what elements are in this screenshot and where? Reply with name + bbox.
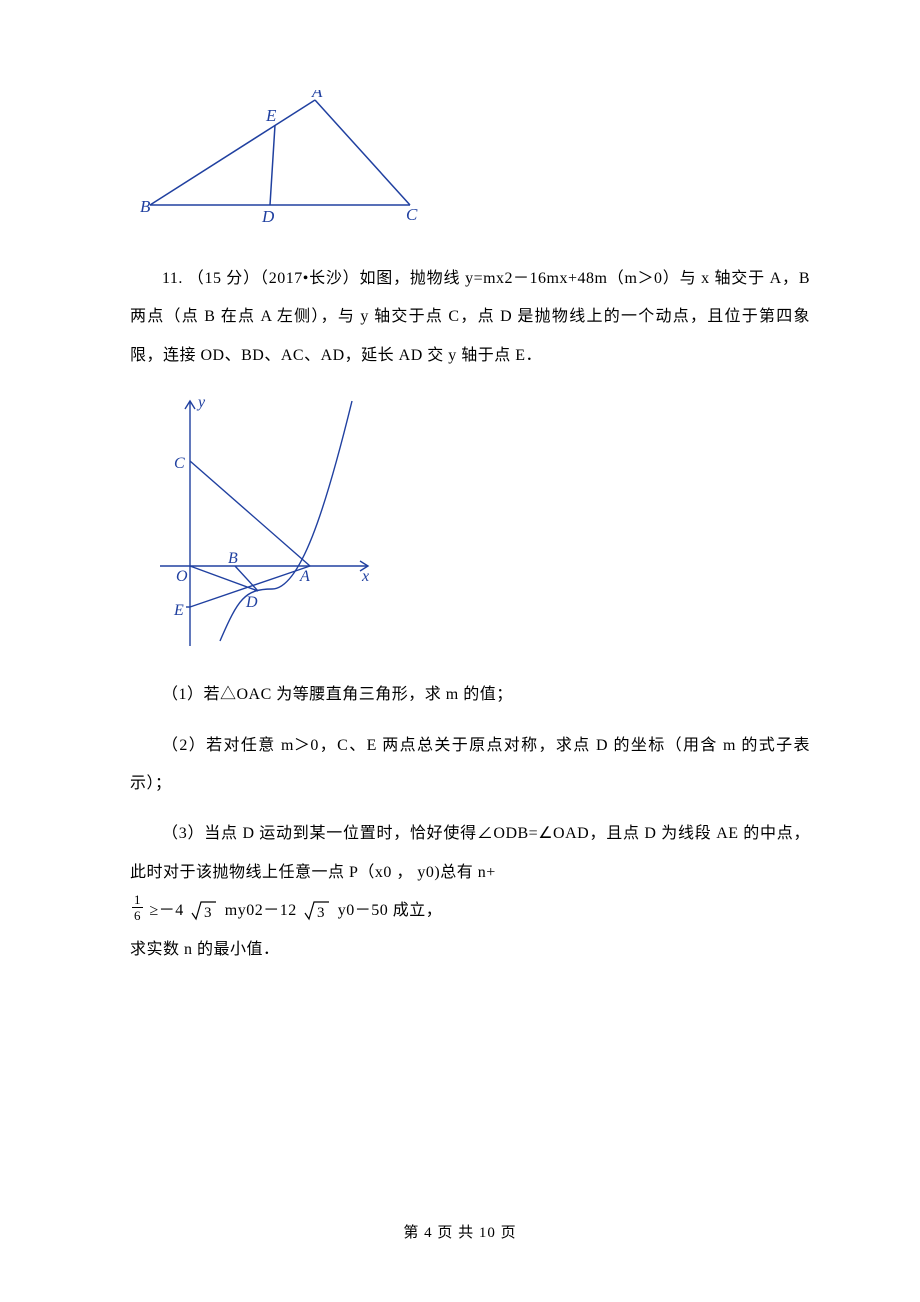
label-O: O (176, 568, 188, 585)
page: A E B D C 11. （15 分）（2017•长沙）如图，抛物线 y=mx… (0, 0, 920, 1302)
fraction-1-6: 16 (132, 893, 143, 922)
footer-pre: 第 (403, 1225, 424, 1241)
figure-triangle: A E B D C (140, 90, 810, 230)
axis-x-label: x (361, 568, 369, 585)
q3-pre: （3）当点 D 运动到某一位置时，恰好使得∠ODB=∠OAD，且点 D 为线段 … (130, 815, 810, 892)
q3-mid1: ≥－4 (145, 902, 188, 919)
problem-11-header: 11. （15 分）（2017•长沙）如图，抛物线 y=mx2－16mx+48m… (130, 260, 810, 375)
problem-11-q2: （2）若对任意 m＞0，C、E 两点总关于原点对称，求点 D 的坐标（用含 m … (130, 727, 810, 804)
sqrt3-b: 3 (304, 900, 330, 922)
footer-mid: 页 共 (433, 1225, 479, 1241)
footer-page: 4 (424, 1225, 433, 1241)
page-footer: 第 4 页 共 10 页 (0, 1221, 920, 1242)
q3-mid3: y0－50 成立， (333, 902, 442, 919)
label-B: B (140, 197, 151, 216)
triangle-svg: A E B D C (140, 90, 420, 225)
svg-text:3: 3 (204, 905, 212, 921)
footer-post: 页 (496, 1225, 517, 1241)
sqrt3-a: 3 (191, 900, 217, 922)
label-E: E (265, 106, 277, 125)
parabola-svg: y x O C B A D E (150, 391, 380, 651)
figure-parabola: y x O C B A D E (150, 391, 810, 656)
label-A-par: A (299, 568, 310, 585)
label-C: C (174, 455, 185, 472)
problem-11-q1: （1）若△OAC 为等腰直角三角形，求 m 的值； (130, 676, 810, 714)
label-E-par: E (173, 602, 184, 619)
label-C-tri: C (406, 205, 418, 224)
footer-total: 10 (479, 1225, 496, 1241)
label-D-tri: D (261, 207, 275, 225)
q3-mid2: my02－12 (220, 902, 301, 919)
q3-end: 求实数 n 的最小值． (130, 941, 280, 958)
svg-text:3: 3 (317, 905, 325, 921)
axis-y-label: y (196, 394, 206, 411)
label-B-par: B (228, 550, 238, 567)
label-A: A (311, 90, 323, 101)
label-D-par: D (245, 594, 258, 611)
problem-11-q3: （3）当点 D 运动到某一位置时，恰好使得∠ODB=∠OAD，且点 D 为线段 … (130, 815, 810, 969)
